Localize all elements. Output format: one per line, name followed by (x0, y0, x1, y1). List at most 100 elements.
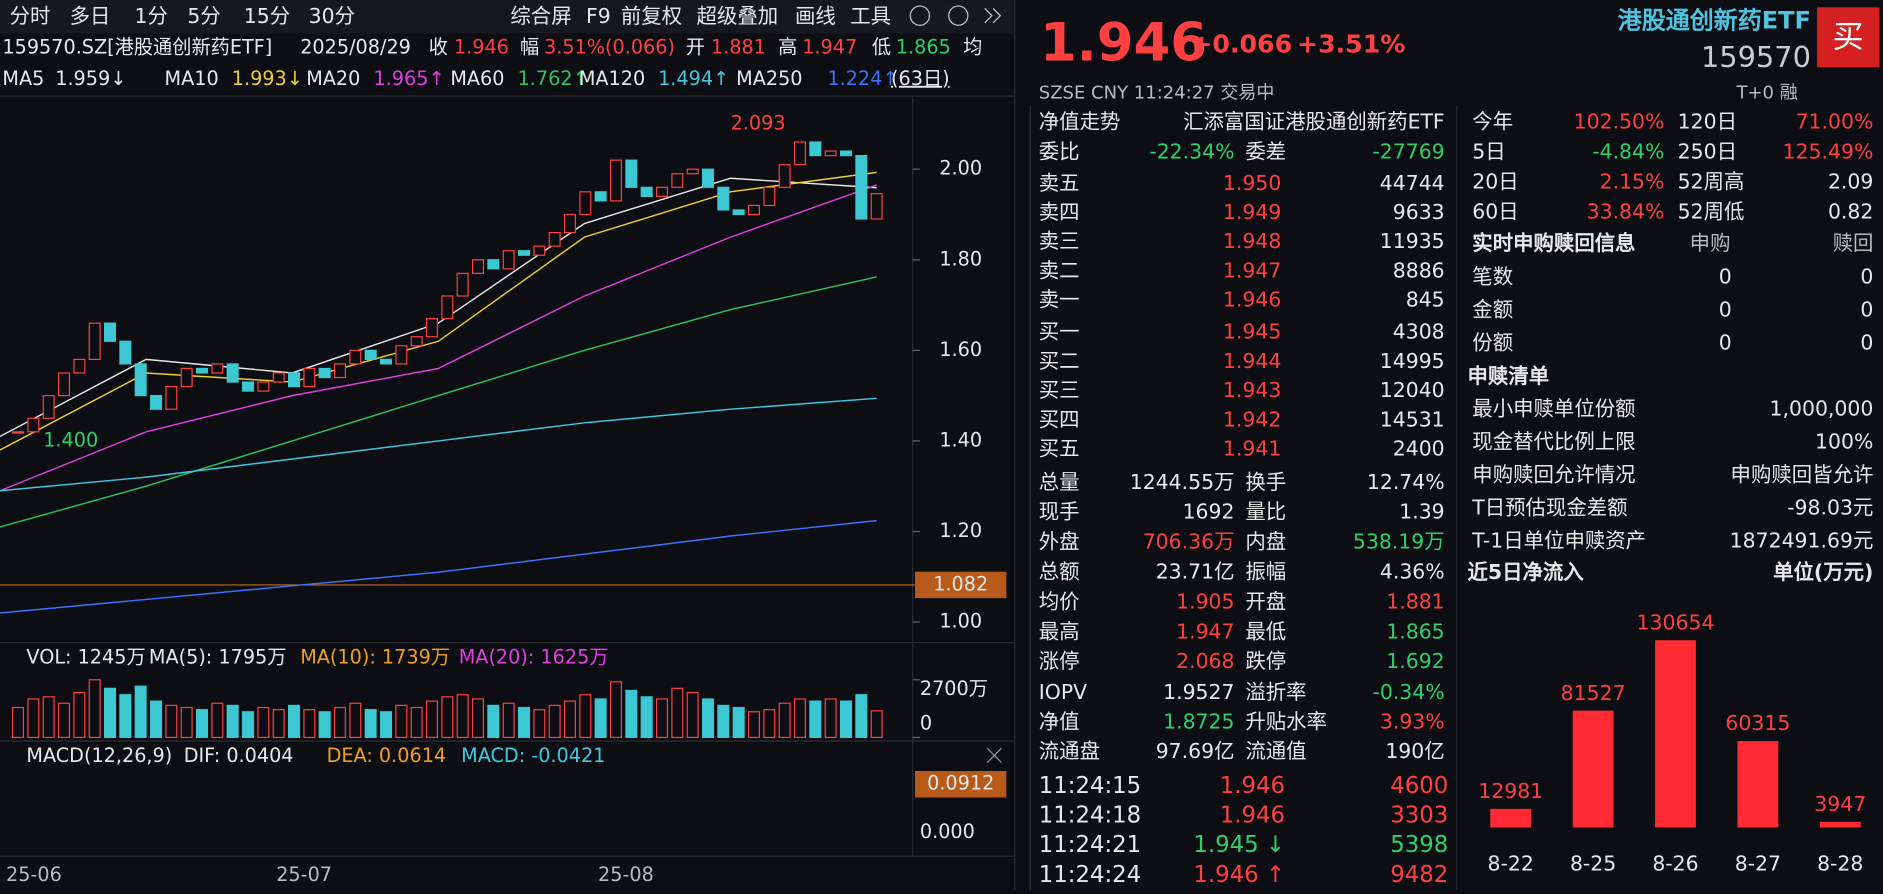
label: 低 (872, 36, 891, 59)
label: 买三 (1039, 378, 1080, 402)
label: 2400 (1393, 436, 1445, 460)
macd-zero: 0.000 (920, 820, 975, 843)
ma-line (0, 397, 877, 492)
tool-button[interactable]: 综合屏 (510, 4, 571, 28)
candle (732, 209, 745, 216)
label: 申购 (1690, 231, 1731, 255)
legend-label: MA5 (2, 67, 44, 90)
legend: VOL: 1245万 (26, 646, 145, 669)
label: 1.944 (1223, 349, 1281, 373)
candle (548, 231, 561, 247)
candle (778, 164, 791, 188)
label: 买四 (1039, 407, 1080, 431)
data-label: 130654 (1637, 610, 1715, 634)
label: 均 (963, 36, 982, 59)
pct: +3.51% (1297, 30, 1406, 59)
label: 流通值 (1245, 739, 1306, 763)
tool-button[interactable]: 超级叠加 (697, 4, 779, 28)
tab[interactable]: 5分 (187, 4, 220, 28)
volume-bar (134, 685, 147, 739)
label: 1.8725 (1163, 710, 1234, 734)
volume-bar (196, 709, 209, 739)
label: -0.34% (1372, 680, 1444, 704)
volume-bar (655, 698, 668, 739)
volume-bar (625, 689, 638, 739)
label: 金额 (1472, 298, 1513, 322)
tab[interactable]: 多日 (70, 4, 111, 28)
tool-button[interactable]: F9 (586, 4, 611, 28)
label: 溢折率 (1245, 680, 1306, 704)
candle (58, 372, 71, 397)
help-icon[interactable] (948, 5, 969, 26)
tool-button[interactable]: 画线 (795, 4, 836, 28)
label: 1.947 (1176, 619, 1234, 643)
tab[interactable]: 分时 (10, 4, 51, 28)
value: 1.865 (896, 36, 951, 59)
label: 最小申赎单位份额 (1472, 397, 1635, 421)
label: 1.692 (1386, 649, 1444, 673)
y-tick-label: 1.80 (939, 247, 982, 270)
label: T日预估现金差额 (1471, 496, 1627, 520)
candle (747, 204, 760, 216)
data-label: 60315 (1725, 711, 1790, 735)
label: 内盘 (1245, 530, 1286, 554)
volume-bar (809, 700, 822, 739)
legend-value: 1.993↓ (232, 67, 303, 90)
label: 1.949 (1223, 200, 1281, 224)
period: (63日) (891, 67, 950, 90)
candle (119, 340, 132, 365)
y-tick-label: 2700万 (920, 677, 988, 700)
candle (165, 385, 178, 410)
label: 250日 (1678, 140, 1737, 164)
candle (655, 186, 668, 197)
candle (272, 372, 285, 383)
x-tick-label: 8-27 (1735, 852, 1781, 876)
label: 总额 (1039, 560, 1080, 584)
candle (303, 367, 316, 388)
tab[interactable]: 15分 (244, 4, 290, 28)
close-icon[interactable] (986, 747, 1002, 764)
label: 125.49% (1783, 140, 1874, 164)
label: 2025/08/29 (300, 36, 411, 59)
candle (793, 141, 806, 166)
tab[interactable]: 30分 (309, 4, 355, 28)
label: 1.865 (1386, 619, 1444, 643)
candle (839, 150, 852, 157)
label: 振幅 (1245, 560, 1286, 584)
tool-button[interactable]: 工具 (850, 4, 891, 28)
volume-bar (287, 704, 301, 739)
candle (471, 259, 485, 274)
x-tick-label: 8-28 (1817, 852, 1863, 876)
legend: MACD: -0.0421 (461, 744, 605, 767)
volume-bar (303, 709, 316, 739)
volume-bar (12, 706, 25, 739)
volume-bar (793, 698, 806, 739)
volume-bar (671, 687, 684, 739)
value: 3.51%(0.066) (544, 36, 675, 59)
label: 1.947 (1223, 258, 1281, 282)
tool-button[interactable]: 前复权 (621, 4, 682, 28)
label: 申购赎回允许情况 (1472, 463, 1635, 487)
label: 净值走势 (1039, 110, 1121, 134)
settings-icon[interactable] (909, 5, 931, 26)
price: 1.946 (1040, 12, 1207, 73)
x-tick-label: 8-26 (1652, 852, 1698, 876)
candle (824, 150, 837, 157)
candle (42, 395, 55, 419)
candle (257, 381, 270, 392)
candle (287, 372, 301, 388)
label: 买五 (1039, 436, 1080, 460)
volume-bar (732, 706, 745, 739)
buy-button[interactable] (1816, 7, 1880, 68)
expand-icon[interactable] (984, 8, 1002, 24)
volume-bar (701, 698, 714, 739)
candle (333, 363, 347, 379)
label: 71.00% (1796, 110, 1874, 134)
volume-bar (502, 702, 515, 739)
candle (425, 318, 439, 338)
tab[interactable]: 1分 (135, 4, 168, 28)
volume-bar (824, 698, 837, 739)
volume-bar (456, 694, 469, 739)
label: 涨停 (1039, 649, 1080, 673)
label: 1,000,000 (1770, 397, 1874, 421)
